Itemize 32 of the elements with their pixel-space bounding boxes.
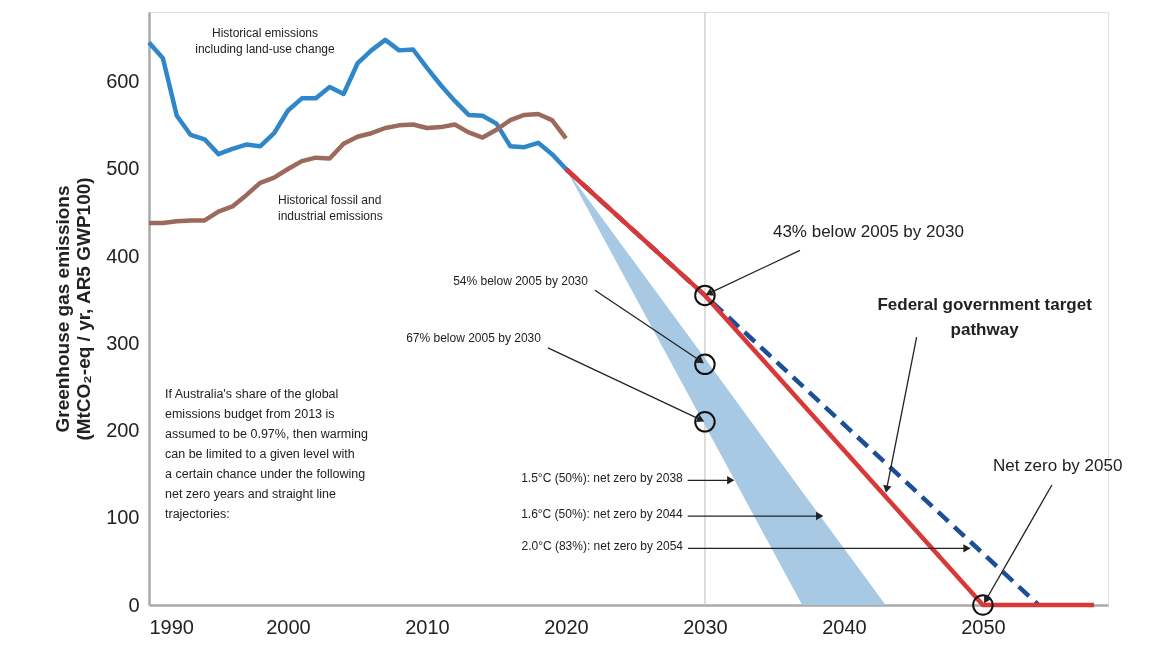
point bbox=[694, 411, 716, 433]
annotation: 43% below 2005 by 2030 bbox=[772, 222, 964, 242]
annotation: If Australia's share of the global emissions budget from 2013 is assumed to be 0.97%, then warming can be limited to a given level with a certain chance under the following net zero years and straight line trajectories: bbox=[165, 387, 368, 521]
x-tick-label: 2020 bbox=[544, 615, 589, 638]
y-tick-label: 600 bbox=[106, 70, 140, 93]
x-tick-label: 1990 bbox=[149, 615, 194, 638]
y-axis-title: Greenhouse gas emissions (MtCO₂-eq / yr, AR5 GWP100) bbox=[52, 177, 95, 441]
annotation: Net zero by 2050 bbox=[992, 456, 1123, 475]
y-tick-label: 100 bbox=[106, 506, 140, 529]
y-tick-label: 400 bbox=[106, 244, 140, 267]
annotation: 2.0°C (83%): net zero by 2054 bbox=[521, 539, 684, 554]
series-label: Historical fossil and industrial emissions bbox=[278, 193, 383, 224]
point bbox=[972, 594, 994, 616]
x-tick-label: 2030 bbox=[683, 615, 728, 638]
annotation: 1.6°C (50%): net zero by 2044 bbox=[521, 507, 684, 522]
y-tick-label: 0 bbox=[128, 593, 140, 616]
line-series bbox=[146, 111, 569, 226]
series-label: Historical emissions including land-use change bbox=[195, 25, 336, 56]
x-tick-label: 2010 bbox=[405, 615, 450, 638]
annotation: 54% below 2005 by 2030 bbox=[453, 274, 589, 289]
point bbox=[694, 284, 716, 307]
y-tick-label: 200 bbox=[106, 419, 140, 442]
y-tick-label: 300 bbox=[106, 331, 140, 354]
annotation: 67% below 2005 by 2030 bbox=[406, 330, 542, 345]
point bbox=[694, 353, 716, 376]
annotation: Federal government target pathway bbox=[877, 295, 1093, 340]
y-tick-label: 500 bbox=[106, 157, 140, 180]
x-tick-label: 2040 bbox=[822, 615, 867, 638]
x-tick-label: 2000 bbox=[266, 615, 311, 638]
line-series bbox=[146, 37, 569, 172]
x-tick-label: 2050 bbox=[961, 615, 1006, 638]
annotation: 1.5°C (50%): net zero by 2038 bbox=[521, 471, 684, 486]
